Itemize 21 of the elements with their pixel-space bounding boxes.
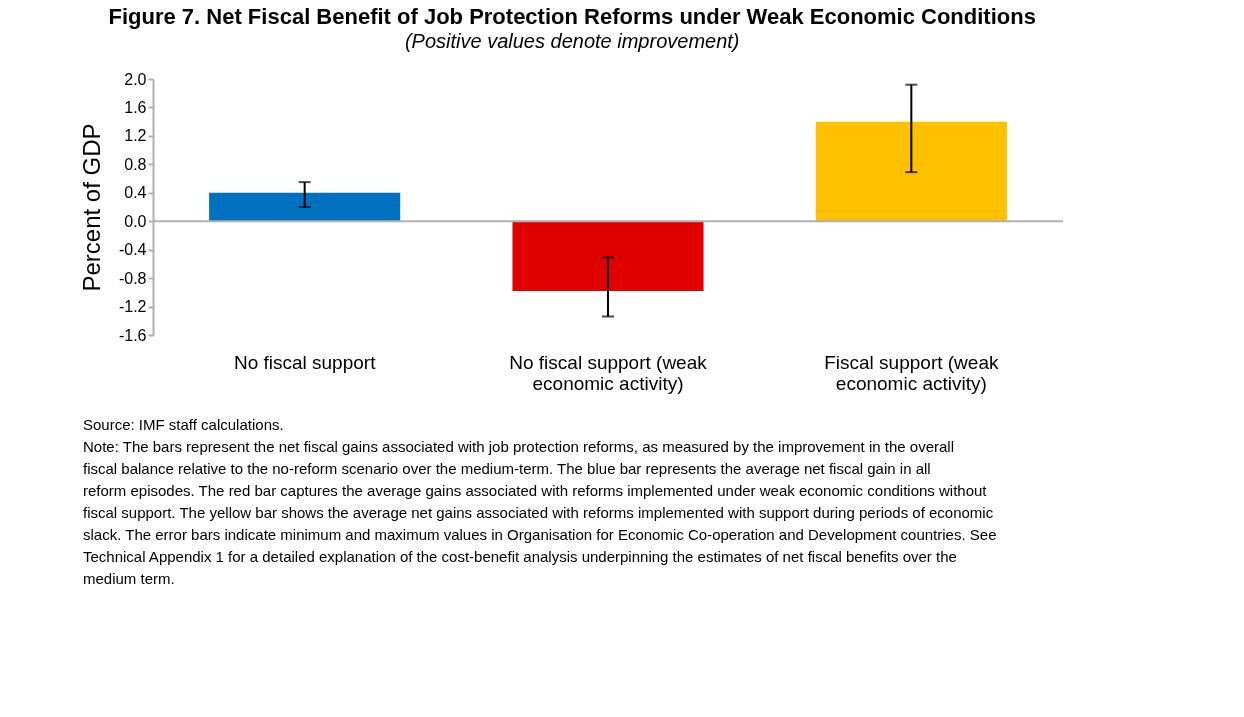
y-tick-label: 1.6 <box>124 98 147 116</box>
y-tick-label: -0.8 <box>118 269 147 287</box>
bar <box>209 192 401 222</box>
y-axis-title: Percent of GDP <box>77 123 105 292</box>
x-tick-label: No fiscal support <box>233 351 377 373</box>
y-tick-label: 2.0 <box>124 70 147 88</box>
y-tick-label: 0.0 <box>124 212 147 230</box>
y-tick-label: 0.8 <box>124 155 147 173</box>
y-tick-label: 0.4 <box>124 184 147 202</box>
chart-title: Figure 7. Net Fiscal Benefit of Job Protection Reforms under Weak Economic Conditions <box>108 4 1036 29</box>
y-tick-label: -1.6 <box>118 326 147 344</box>
y-tick-label: 1.2 <box>124 127 147 145</box>
chart-subtitle: (Positive values denote improvement) <box>404 30 740 52</box>
x-tick-label: No fiscal support (weak economic activity) <box>509 351 708 394</box>
x-tick-label: Fiscal support (weak economic activity) <box>824 351 999 394</box>
source-note: Source: IMF staff calculations. <box>83 416 284 433</box>
y-tick-label: -1.2 <box>118 298 147 316</box>
text: Note: The bars represent the net fiscal gains associated with job protection reforms, as measured by the improvement in the overall fiscal balance relative to the no-reform scenario over the medium-term. The blue bar represents the average net fiscal gain in all reform episodes. The red bar captures the average gains associated with reforms implemented under weak economic conditions without fiscal support. The yellow bar shows the average net gains associated with reforms implemented with support during periods of economic slack. The error bars indicate minimum and maximum values in Organisation for Economic Co-operation and Development countries. See Technical Appendix 1 for a detailed explanation of the cost-benefit analysis underpinning the estimates of net fiscal benefits over the medium term. <box>83 438 997 587</box>
y-tick-label: -0.4 <box>118 241 147 259</box>
bar <box>815 121 1007 222</box>
bar <box>512 221 704 291</box>
